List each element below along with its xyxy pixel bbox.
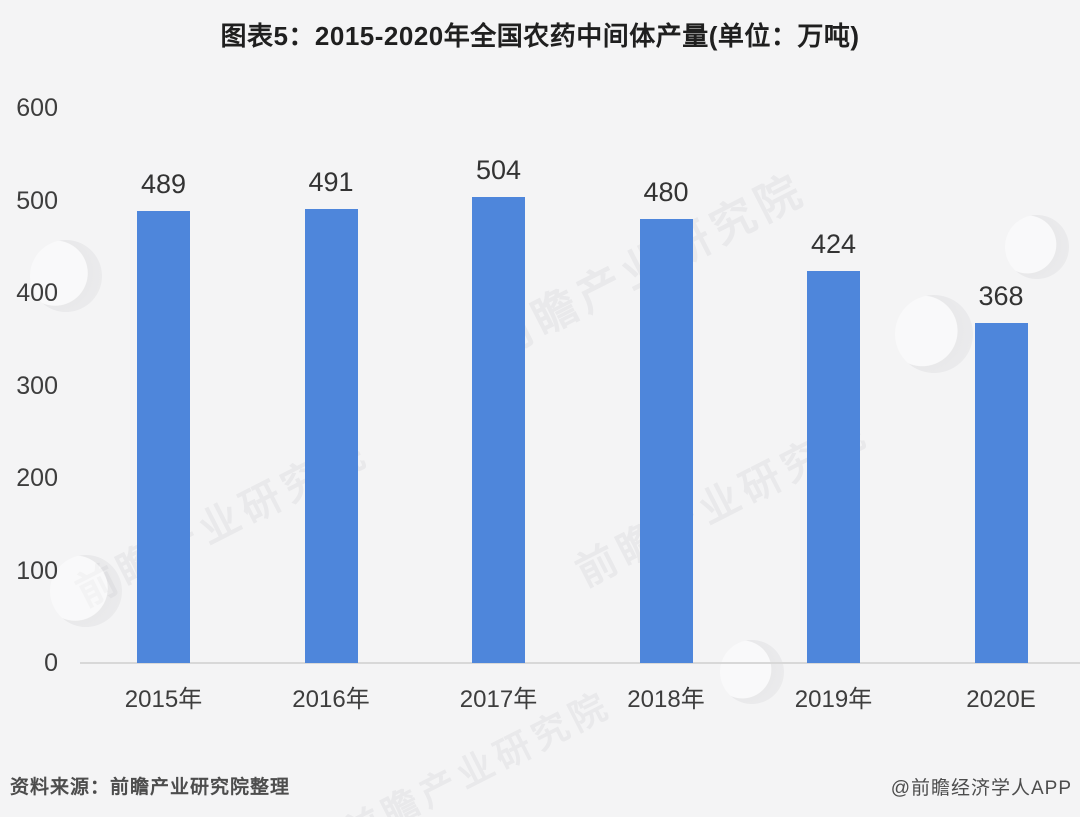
- x-axis-line: [80, 662, 1080, 664]
- bar-value-label: 504: [475, 155, 522, 185]
- chart-title: 图表5：2015-2020年全国农药中间体产量(单位：万吨): [220, 21, 860, 51]
- bar-value-label: 368: [978, 281, 1024, 311]
- x-axis-label: 2018年: [627, 686, 705, 713]
- qianzhan-swoosh-icon: [18, 228, 114, 324]
- y-tick-label: 400: [16, 279, 58, 307]
- bar-2017年: [472, 197, 525, 663]
- x-axis-label: 2015年: [124, 686, 203, 713]
- bar-2019年: [807, 271, 860, 663]
- credit-note: @前瞻经济学人APP: [890, 778, 1072, 799]
- y-tick-label: 300: [16, 371, 58, 400]
- bar-2016年: [304, 209, 358, 663]
- x-axis-label: 2017年: [459, 686, 538, 713]
- bar-2015年: [137, 211, 190, 663]
- y-tick-label: 500: [16, 186, 58, 215]
- y-tick-label: 600: [16, 94, 58, 122]
- bar-2020E: [974, 323, 1028, 663]
- y-tick-label: 0: [44, 649, 58, 677]
- bar-value-label: 424: [810, 229, 857, 259]
- source-note: 资料来源：前瞻产业研究院整理: [10, 777, 291, 798]
- qianzhan-swoosh-icon: [994, 204, 1080, 290]
- y-tick-label: 100: [16, 556, 58, 585]
- bar-value-label: 491: [308, 167, 354, 197]
- x-axis-label: 2020E: [966, 686, 1036, 713]
- y-tick-label: 200: [16, 464, 58, 492]
- x-axis-label: 2019年: [794, 686, 873, 713]
- bar-2018年: [639, 219, 693, 663]
- x-axis-label: 2016年: [292, 686, 370, 713]
- bar-value-label: 489: [140, 169, 187, 199]
- bar-value-label: 480: [643, 177, 689, 207]
